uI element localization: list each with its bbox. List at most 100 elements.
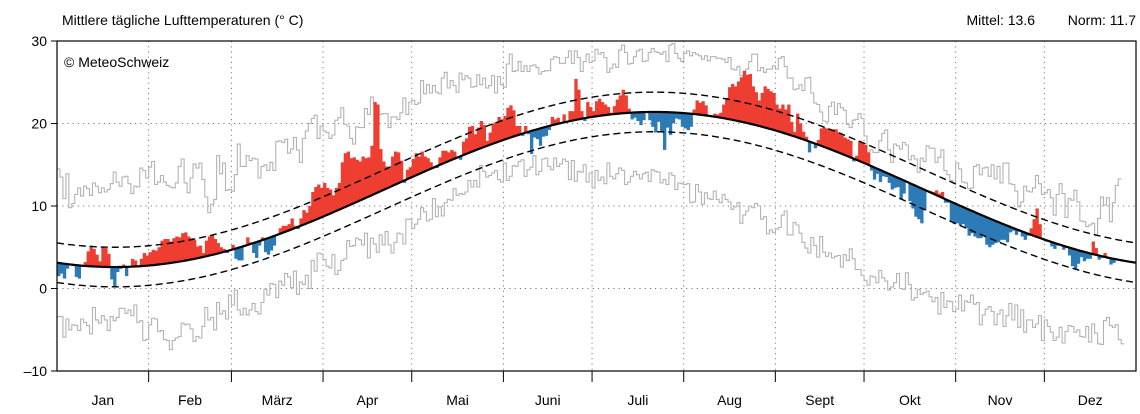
bar-below-norm xyxy=(1023,232,1027,240)
bar-below-norm xyxy=(255,242,259,258)
bar-above-norm xyxy=(940,191,945,198)
bar-above-norm xyxy=(784,109,788,134)
y-axis: –10 0 10 20 30 xyxy=(24,33,57,379)
bar-above-norm xyxy=(479,121,484,149)
bar-above-norm xyxy=(417,156,421,174)
bar-below-norm xyxy=(269,236,274,251)
bar-above-norm xyxy=(222,248,226,252)
bar-above-norm xyxy=(739,77,744,122)
bar-below-norm xyxy=(527,131,531,135)
bar-above-norm xyxy=(151,249,155,266)
bar-above-norm xyxy=(562,114,566,123)
bar-above-norm xyxy=(742,70,747,123)
bar-above-norm xyxy=(148,252,152,266)
bar-above-norm xyxy=(571,111,575,121)
bar-above-norm xyxy=(506,107,510,139)
bar-above-norm xyxy=(461,141,466,156)
bar-below-norm xyxy=(872,167,877,180)
bar-below-norm xyxy=(1020,231,1025,237)
bar-above-norm xyxy=(775,104,779,131)
bar-above-norm xyxy=(260,237,265,241)
bar-above-norm xyxy=(855,155,859,160)
bar-above-norm xyxy=(216,243,220,254)
bar-above-norm xyxy=(355,159,359,202)
bar-below-norm xyxy=(911,184,915,209)
bar-below-norm xyxy=(852,158,856,162)
norm-lines-layer xyxy=(56,91,1137,288)
bar-above-norm xyxy=(1091,241,1095,255)
bar-above-norm xyxy=(778,108,782,132)
bar-below-norm xyxy=(59,263,64,274)
bar-below-norm xyxy=(642,112,646,121)
y-tick-label: 0 xyxy=(39,281,47,297)
bar-above-norm xyxy=(346,151,351,206)
bar-below-norm xyxy=(252,243,256,254)
bar-above-norm xyxy=(405,169,410,180)
bar-below-norm xyxy=(979,214,983,239)
bar-above-norm xyxy=(101,247,105,267)
bar-below-norm xyxy=(887,173,891,183)
bar-below-norm xyxy=(991,219,995,245)
bar-above-norm xyxy=(83,262,87,266)
bar-below-norm xyxy=(914,185,918,217)
bar-above-norm xyxy=(340,162,345,209)
bar-above-norm xyxy=(624,95,628,113)
bar-below-norm xyxy=(654,111,658,133)
bar-below-norm xyxy=(1053,243,1057,249)
bar-above-norm xyxy=(695,100,699,115)
bar-above-norm xyxy=(399,160,404,182)
x-tick-label: Aug xyxy=(717,392,742,408)
bar-below-norm xyxy=(683,113,688,129)
bar-below-norm xyxy=(961,207,965,225)
bar-above-norm xyxy=(86,251,90,267)
bar-above-norm xyxy=(323,182,327,216)
bar-above-norm xyxy=(1094,248,1098,255)
bar-below-norm xyxy=(985,217,989,245)
bar-below-norm xyxy=(807,141,812,153)
bar-below-norm xyxy=(544,126,549,136)
bar-below-norm xyxy=(896,177,900,188)
bar-above-norm xyxy=(621,89,625,114)
bar-above-norm xyxy=(379,149,383,192)
bar-below-norm xyxy=(532,130,537,138)
x-tick-label: Sept xyxy=(805,392,834,408)
bar-below-norm xyxy=(402,180,407,183)
bar-above-norm xyxy=(1038,224,1042,238)
bar-above-norm xyxy=(450,149,454,160)
bar-above-norm xyxy=(849,140,853,158)
bar-above-norm xyxy=(1035,208,1039,237)
bar-above-norm xyxy=(799,123,803,139)
bar-below-norm xyxy=(234,248,238,259)
bar-above-norm xyxy=(512,110,516,137)
bar-above-norm xyxy=(388,168,392,188)
bar-below-norm xyxy=(967,209,971,236)
bar-above-norm xyxy=(864,144,868,164)
bar-above-norm xyxy=(157,247,161,265)
bar-above-norm xyxy=(722,104,726,119)
bar-above-norm xyxy=(394,151,398,185)
bar-below-norm xyxy=(884,172,889,178)
x-tick-label: Nov xyxy=(988,392,1013,408)
bar-below-norm xyxy=(639,112,643,126)
bar-below-norm xyxy=(258,241,262,246)
bar-below-norm xyxy=(636,112,640,122)
bar-below-norm xyxy=(240,246,244,261)
bar-above-norm xyxy=(719,112,723,118)
bar-below-norm xyxy=(237,247,241,261)
x-tick-label: Dez xyxy=(1078,392,1103,408)
bar-above-norm xyxy=(586,102,590,118)
bar-below-norm xyxy=(1011,228,1016,231)
bar-above-norm xyxy=(482,125,486,147)
bar-above-norm xyxy=(751,86,756,125)
bar-above-norm xyxy=(204,240,209,257)
bar-below-norm xyxy=(62,263,67,279)
bar-above-norm xyxy=(444,150,448,163)
bar-above-norm xyxy=(840,134,844,154)
y-tick-label: 30 xyxy=(31,33,47,49)
bar-above-norm xyxy=(107,253,111,267)
bar-above-norm xyxy=(825,128,829,149)
bar-above-norm xyxy=(98,261,102,267)
bar-below-norm xyxy=(917,187,921,220)
bar-below-norm xyxy=(665,112,670,128)
